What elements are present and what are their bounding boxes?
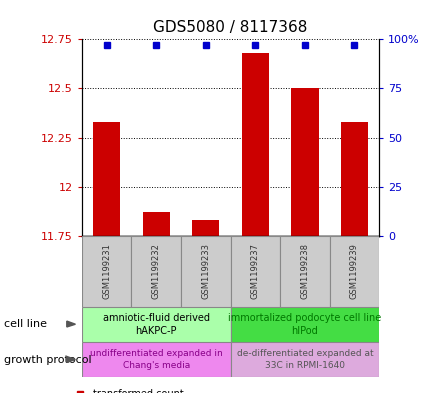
Bar — [82, 307, 230, 342]
Polygon shape — [67, 321, 75, 327]
Bar — [82, 342, 230, 377]
Title: GDS5080 / 8117368: GDS5080 / 8117368 — [153, 20, 307, 35]
Bar — [230, 307, 378, 342]
Bar — [230, 342, 378, 377]
Bar — [340, 122, 367, 236]
Bar — [192, 220, 219, 236]
Text: immortalized podocyte cell line
hIPod: immortalized podocyte cell line hIPod — [228, 312, 381, 336]
Text: GSM1199232: GSM1199232 — [151, 243, 160, 299]
Bar — [181, 236, 230, 307]
Text: GSM1199238: GSM1199238 — [300, 243, 309, 299]
Bar — [82, 236, 131, 307]
Bar — [131, 236, 181, 307]
Text: growth protocol: growth protocol — [4, 354, 92, 365]
Bar — [329, 236, 378, 307]
Bar — [93, 122, 120, 236]
Bar — [230, 236, 280, 307]
Text: GSM1199237: GSM1199237 — [250, 243, 259, 299]
Bar — [291, 88, 318, 236]
Text: GSM1199233: GSM1199233 — [201, 243, 210, 299]
Bar — [241, 53, 268, 236]
Text: GSM1199239: GSM1199239 — [349, 243, 358, 299]
Polygon shape — [67, 356, 75, 362]
Text: undifferentiated expanded in
Chang's media: undifferentiated expanded in Chang's med… — [89, 349, 222, 370]
Bar — [280, 236, 329, 307]
Text: de-differentiated expanded at
33C in RPMI-1640: de-differentiated expanded at 33C in RPM… — [236, 349, 372, 370]
Text: GSM1199231: GSM1199231 — [102, 243, 111, 299]
Bar — [142, 212, 169, 236]
Text: cell line: cell line — [4, 319, 47, 329]
Text: transformed count: transformed count — [93, 389, 183, 393]
Text: amniotic-fluid derived
hAKPC-P: amniotic-fluid derived hAKPC-P — [102, 312, 209, 336]
